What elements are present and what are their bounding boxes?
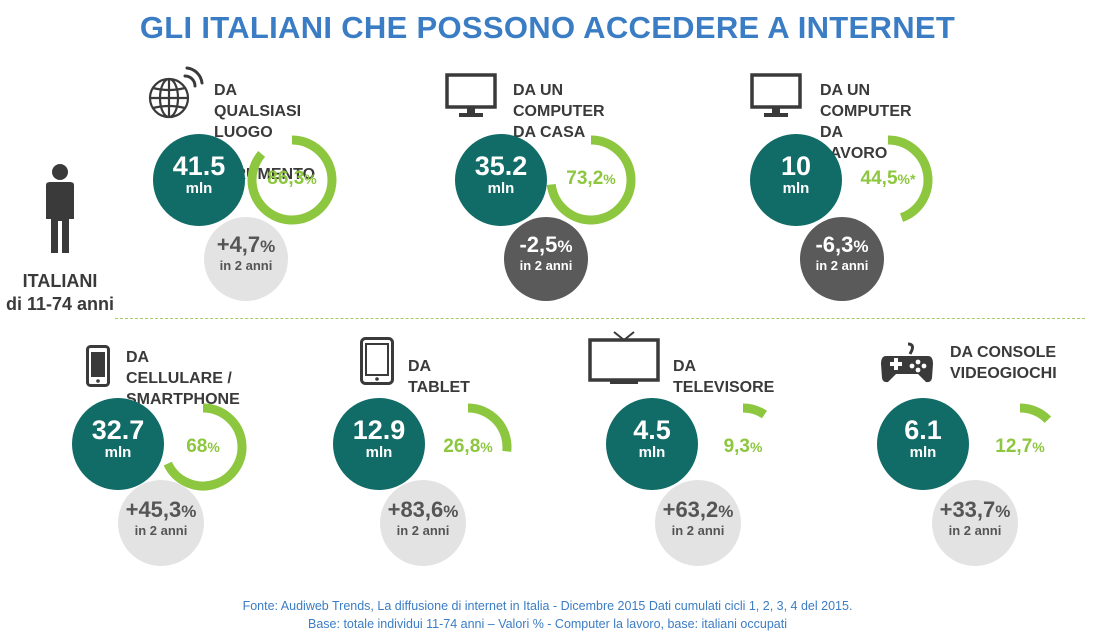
change-period: in 2 anni: [671, 523, 725, 538]
change-period: in 2 anni: [948, 523, 1002, 538]
change-value: +33,7%: [939, 497, 1011, 522]
category-label: DA CELLULARE / SMARTPHONE: [126, 349, 240, 408]
penetration-percent: 68%: [186, 436, 220, 457]
person-line2: di 11-74 anni: [5, 294, 115, 314]
category-label: DA CONSOLE VIDEOGIOCHI: [950, 344, 1057, 382]
penetration-arc: [742, 403, 767, 419]
change-period: in 2 anni: [134, 523, 188, 538]
penetration-ring: [742, 403, 767, 419]
penetration-arc: [163, 403, 247, 491]
penetration-arc: [887, 135, 933, 222]
penetration-ring: [247, 135, 337, 225]
change-circle: +45,3% in 2 anni: [118, 480, 204, 566]
monitor-icon: [750, 73, 802, 117]
users-circle: 32.7 mln: [72, 398, 164, 490]
penetration-ring: [546, 135, 636, 225]
change-circle: +33,7% in 2 anni: [932, 480, 1018, 566]
users-unit: mln: [782, 180, 810, 197]
users-circle: 41.5 mln: [153, 134, 245, 226]
footer-source: Fonte: Audiweb Trends, La diffusione di …: [0, 597, 1095, 633]
penetration-arc: [247, 135, 337, 225]
users-circle: 10 mln: [750, 134, 842, 226]
change-period: in 2 anni: [519, 258, 573, 273]
footer-line1: Fonte: Audiweb Trends, La diffusione di …: [242, 599, 853, 613]
users-unit: mln: [185, 180, 213, 197]
penetration-percent: 73,2%: [566, 168, 616, 189]
tablet-icon: [360, 337, 394, 385]
penetration-ring: [163, 403, 247, 491]
users-unit: mln: [365, 444, 393, 461]
person-line1: ITALIANI: [22, 271, 98, 291]
penetration-ring: [1019, 403, 1052, 424]
users-value: 6.1: [904, 415, 942, 445]
penetration-percent: 26,8%: [443, 436, 493, 457]
penetration-percent: 86,3%: [267, 168, 317, 189]
globe-wifi-icon: [148, 66, 204, 119]
change-circle: -6,3% in 2 anni: [800, 217, 884, 301]
person-icon: [46, 164, 74, 253]
change-value: +4,7%: [216, 232, 276, 257]
category-label: DA UN COMPUTER DA CASA: [513, 82, 605, 141]
monitor-icon: [445, 73, 497, 117]
users-circle: 4.5 mln: [606, 398, 698, 490]
section-divider: [115, 318, 1085, 319]
penetration-arc: [546, 135, 636, 225]
users-circle: 12.9 mln: [333, 398, 425, 490]
category-label: DA UN COMPUTER DA LAVORO: [820, 82, 912, 162]
footer-line2: Base: totale individui 11-74 anni – Valo…: [308, 617, 787, 631]
change-value: +63,2%: [662, 497, 734, 522]
users-unit: mln: [638, 444, 666, 461]
change-value: +83,6%: [387, 497, 459, 522]
users-unit: mln: [487, 180, 515, 197]
users-value: 4.5: [633, 415, 671, 445]
change-circle: +83,6% in 2 anni: [380, 480, 466, 566]
users-value: 12.9: [352, 415, 406, 445]
change-value: -6,3%: [815, 232, 869, 257]
penetration-percent: 44,5%*: [860, 168, 916, 189]
gamepad-icon: [881, 342, 933, 383]
users-value: 32.7: [91, 415, 145, 445]
change-circle: +63,2% in 2 anni: [655, 480, 741, 566]
change-circle: +4,7% in 2 anni: [204, 217, 288, 301]
page-title: GLI ITALIANI CHE POSSONO ACCEDERE A INTE…: [139, 10, 956, 45]
penetration-ring: [887, 135, 933, 222]
change-value: -2,5%: [519, 232, 573, 257]
television-icon: [588, 331, 660, 384]
category-label: DA TELEVISORE: [673, 358, 775, 396]
users-value: 41.5: [172, 151, 226, 181]
category-label: DA TABLET: [408, 358, 470, 396]
change-period: in 2 anni: [396, 523, 450, 538]
change-period: in 2 anni: [219, 258, 273, 273]
penetration-arc: [1019, 403, 1052, 424]
users-circle: 35.2 mln: [455, 134, 547, 226]
change-period: in 2 anni: [815, 258, 869, 273]
penetration-ring: [467, 403, 512, 452]
change-circle: -2,5% in 2 anni: [504, 217, 588, 301]
penetration-percent: 12,7%: [995, 436, 1045, 457]
users-value: 35.2: [474, 151, 528, 181]
penetration-percent: 9,3%: [723, 436, 763, 457]
users-unit: mln: [104, 444, 132, 461]
users-unit: mln: [909, 444, 937, 461]
penetration-arc: [467, 403, 512, 452]
person-caption: ITALIANI di 11-74 anni: [0, 270, 120, 316]
change-value: +45,3%: [125, 497, 197, 522]
smartphone-icon: [86, 345, 110, 387]
users-value: 10: [780, 151, 812, 181]
users-circle: 6.1 mln: [877, 398, 969, 490]
